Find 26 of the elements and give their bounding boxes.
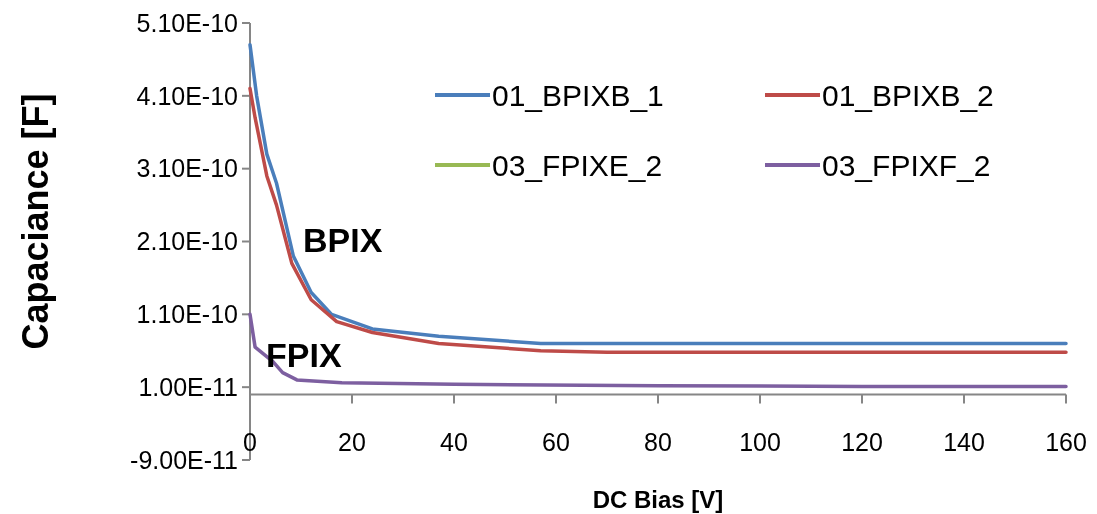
y-tick-label: 4.10E-10 <box>136 81 238 110</box>
y-axis-title: Capaciance [F] <box>15 93 56 350</box>
x-tick-label: 100 <box>739 428 781 457</box>
x-tick-label: 20 <box>338 428 366 457</box>
x-tick-label: 60 <box>542 428 570 457</box>
annotation: FPIX <box>266 336 342 374</box>
x-axis-title: DC Bias [V] <box>592 486 724 513</box>
y-tick-label: 1.00E-11 <box>138 372 238 401</box>
x-tick-label: 120 <box>841 428 883 457</box>
legend-label: 01_BPIXB_1 <box>492 78 664 112</box>
y-tick-label: 5.10E-10 <box>136 8 238 37</box>
legend-label: 03_FPIXE_2 <box>492 148 663 182</box>
annotation: BPIX <box>303 221 383 259</box>
x-tick-label: 80 <box>644 428 672 457</box>
x-tick-label: 140 <box>943 428 985 457</box>
y-tick-label: 2.10E-10 <box>136 227 238 256</box>
line-series <box>248 312 1068 389</box>
x-tick-label: 160 <box>1045 428 1087 457</box>
legend-label: 03_FPIXF_2 <box>822 148 991 182</box>
legend-label: 01_BPIXB_2 <box>822 78 994 112</box>
y-tick-label: 3.10E-10 <box>136 154 238 183</box>
x-tick-label: 40 <box>440 428 468 457</box>
y-tick-label: 1.10E-10 <box>136 300 238 329</box>
y-tick-label: -9.00E-11 <box>130 445 238 474</box>
line-series <box>248 43 1068 346</box>
x-tick-label: 0 <box>243 428 257 457</box>
